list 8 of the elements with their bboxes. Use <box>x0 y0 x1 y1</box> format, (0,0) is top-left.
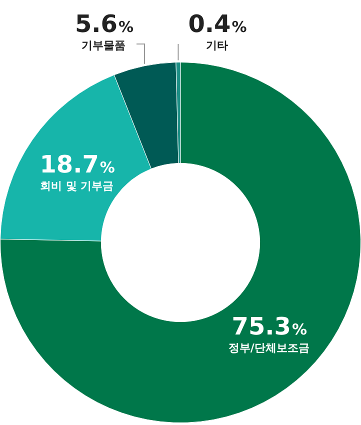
data-label: 0.4% <box>188 10 247 38</box>
slice-label: 기부물품 <box>82 39 126 52</box>
data-label: 5.6% <box>74 10 134 38</box>
data-label: 75.3% <box>232 312 307 341</box>
slice-label: 정부/단체보조금 <box>228 342 310 355</box>
slice-label: 기타 <box>206 39 228 52</box>
data-label: 18.7% <box>40 150 115 179</box>
slice-label: 회비 및 기부금 <box>40 180 114 193</box>
